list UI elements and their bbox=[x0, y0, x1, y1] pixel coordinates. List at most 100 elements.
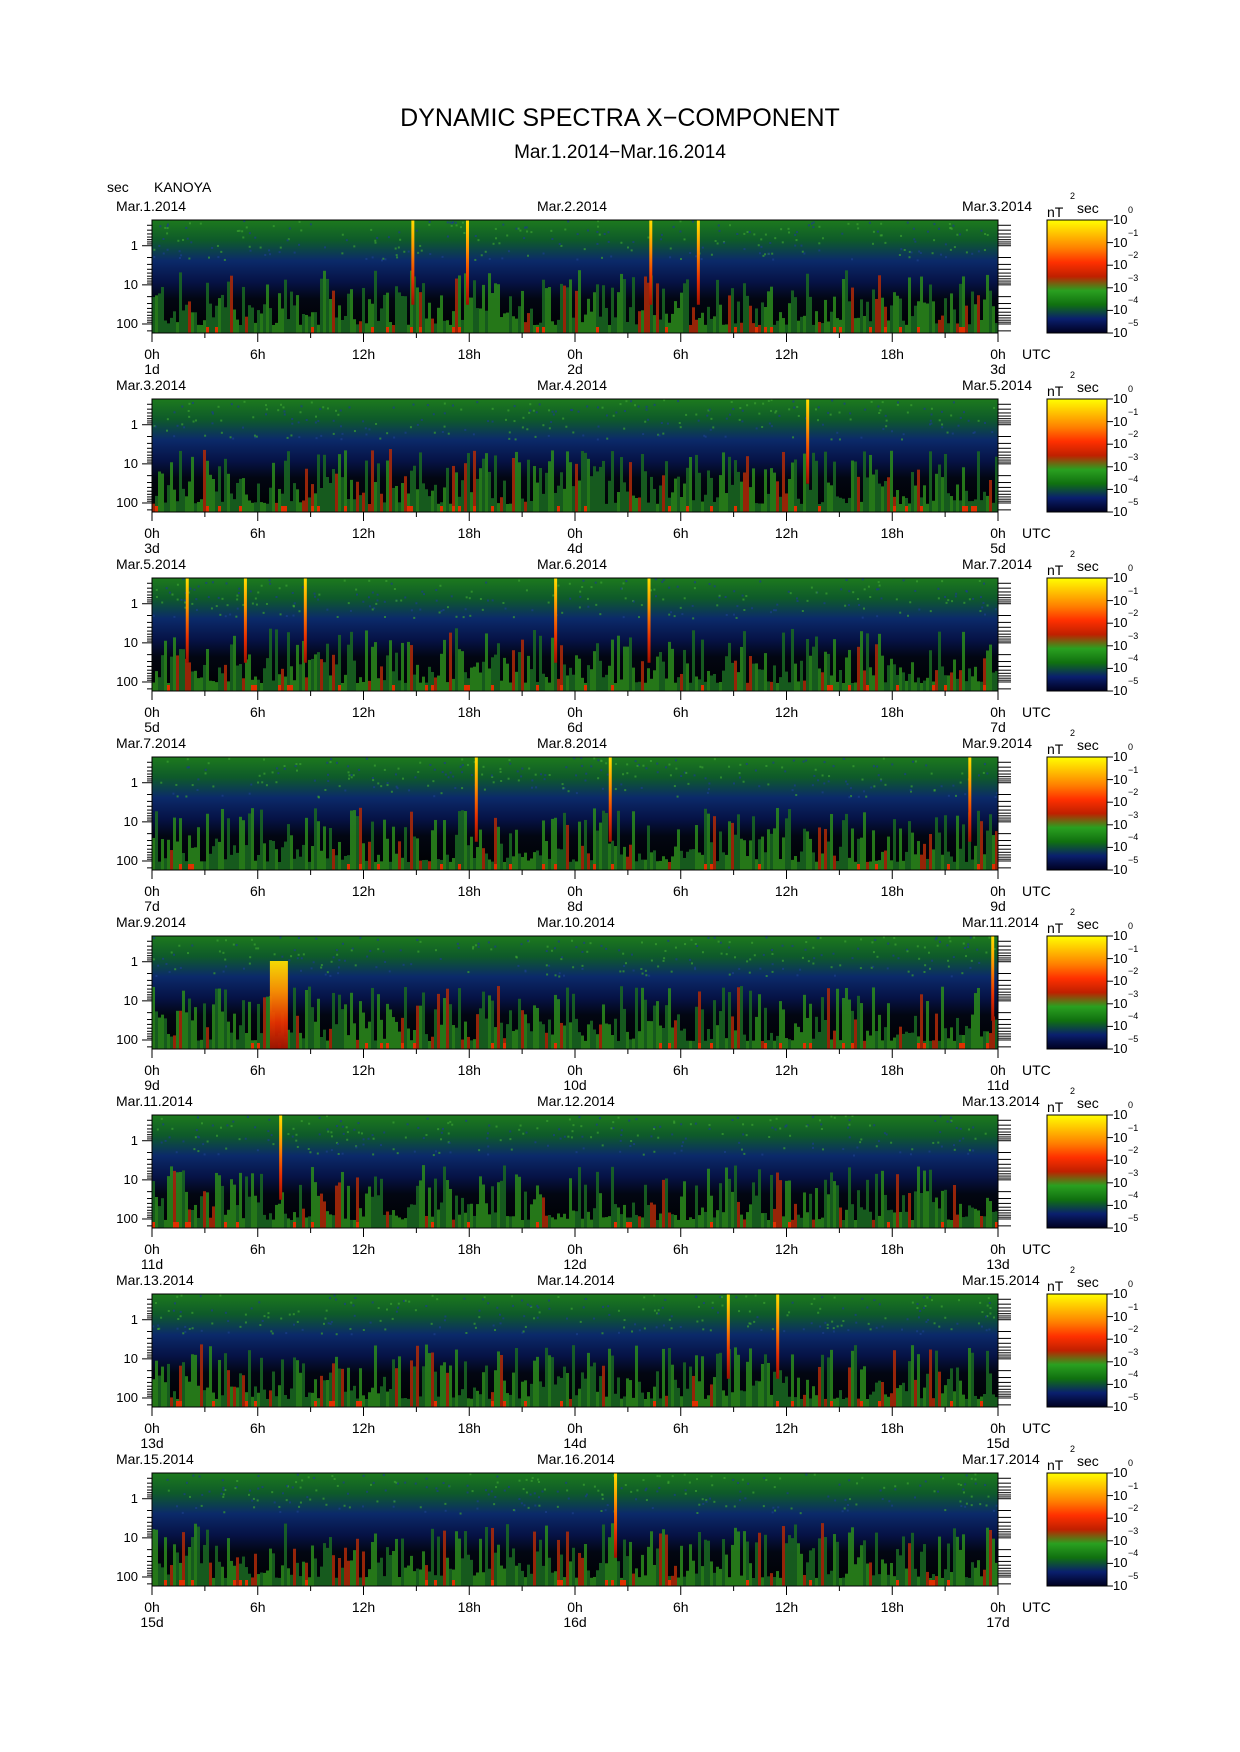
colorbar-tick-exp: −2 bbox=[1128, 1145, 1139, 1156]
colorbar-tick-exp: −2 bbox=[1128, 1503, 1139, 1514]
colorbar-tick-exp: −5 bbox=[1128, 318, 1139, 328]
panel-date-right: Mar.9.2014 bbox=[962, 735, 1033, 751]
colorbar-unit: nT bbox=[1047, 1099, 1064, 1115]
colorbar-tick-exp: −5 bbox=[1128, 1392, 1139, 1402]
colorbar-tick-exp: −1 bbox=[1128, 764, 1139, 775]
colorbar-tick-base: 10 bbox=[1113, 794, 1128, 810]
colorbar-tick-exp: 0 bbox=[1128, 742, 1134, 752]
colorbar-tick-base: 10 bbox=[1113, 839, 1128, 855]
day-label: 3d bbox=[990, 361, 1006, 377]
colorbar-tick-base: 10 bbox=[1113, 1532, 1128, 1548]
colorbar-tick-base: 10 bbox=[1113, 504, 1128, 519]
colorbar-tick-exp: 0 bbox=[1128, 205, 1134, 215]
colorbar-tick-exp: −3 bbox=[1128, 630, 1139, 641]
panel-date-right: Mar.7.2014 bbox=[962, 556, 1033, 572]
x-tick-label: 6h bbox=[672, 525, 689, 541]
colorbar-tick-base: 10 bbox=[1113, 1174, 1128, 1190]
x-axis-unit: UTC bbox=[1022, 525, 1051, 541]
x-tick-label: 6h bbox=[672, 1599, 689, 1615]
day-label: 11d bbox=[986, 1077, 1010, 1093]
x-tick-label: 0h bbox=[144, 1420, 160, 1436]
colorbar-tick-exp: −3 bbox=[1128, 809, 1139, 820]
colorbar-tick-exp: −3 bbox=[1128, 1167, 1139, 1178]
colorbar-unit: nT bbox=[1047, 204, 1064, 220]
colorbar-tick-base: 10 bbox=[1113, 325, 1128, 340]
colorbar-unit-sup: 2 bbox=[1070, 728, 1076, 738]
x-tick-label: 12h bbox=[774, 346, 799, 362]
colorbar-tick-exp: 0 bbox=[1128, 1279, 1134, 1289]
day-label: 11d bbox=[140, 1256, 164, 1272]
day-label: 5d bbox=[144, 719, 160, 735]
colorbar-tick-base: 10 bbox=[1113, 683, 1128, 698]
power-colorbar bbox=[1046, 935, 1113, 1050]
y-tick-label: 10 bbox=[123, 1171, 138, 1187]
panel-date-mid: Mar.8.2014 bbox=[537, 735, 608, 751]
x-tick-label: 18h bbox=[457, 883, 481, 899]
colorbar-tick-exp: −1 bbox=[1128, 1122, 1139, 1133]
x-tick-label: 18h bbox=[457, 704, 481, 720]
y-tick-label: 100 bbox=[116, 1031, 138, 1047]
x-tick-label: 12h bbox=[351, 346, 376, 362]
colorbar-tick-exp: 0 bbox=[1128, 563, 1134, 573]
x-axis-unit: UTC bbox=[1022, 1062, 1051, 1078]
colorbar-tick-exp: 0 bbox=[1128, 1100, 1134, 1110]
colorbar-unit-suffix: sec bbox=[1077, 916, 1099, 932]
x-tick-label: 12h bbox=[774, 704, 799, 720]
x-tick-label: 0h bbox=[567, 1420, 583, 1436]
colorbar-unit-sup: 2 bbox=[1070, 1265, 1076, 1275]
colorbar-unit: nT bbox=[1047, 383, 1064, 399]
colorbar-unit-sup: 2 bbox=[1070, 1086, 1076, 1096]
x-axis-unit: UTC bbox=[1022, 346, 1051, 362]
y-tick-label: 10 bbox=[123, 1350, 138, 1366]
x-tick-label: 18h bbox=[880, 1599, 904, 1615]
x-tick-label: 0h bbox=[144, 1599, 160, 1615]
day-label: 9d bbox=[144, 1077, 160, 1093]
x-tick-label: 18h bbox=[880, 1241, 904, 1257]
day-label: 13d bbox=[986, 1256, 1010, 1272]
spectrogram-panel bbox=[151, 1472, 999, 1587]
x-tick-label: 0h bbox=[990, 1062, 1006, 1078]
x-tick-label: 0h bbox=[990, 1420, 1006, 1436]
colorbar-unit-suffix: sec bbox=[1077, 558, 1099, 574]
colorbar-tick-base: 10 bbox=[1113, 1510, 1128, 1526]
day-label: 7d bbox=[990, 719, 1006, 735]
day-label: 9d bbox=[990, 898, 1006, 914]
x-tick-label: 12h bbox=[774, 1062, 799, 1078]
x-tick-label: 12h bbox=[774, 1420, 799, 1436]
colorbar-tick-exp: −5 bbox=[1128, 676, 1139, 686]
x-tick-label: 6h bbox=[249, 1062, 266, 1078]
y-tick-label: 10 bbox=[123, 634, 138, 650]
colorbar-tick-base: 10 bbox=[1113, 570, 1128, 585]
power-colorbar bbox=[1046, 219, 1113, 334]
y-tick-label: 1 bbox=[130, 953, 138, 969]
x-tick-label: 12h bbox=[351, 1241, 376, 1257]
colorbar-unit-suffix: sec bbox=[1077, 737, 1099, 753]
spike-mark bbox=[726, 1294, 730, 1379]
x-tick-label: 6h bbox=[672, 704, 689, 720]
colorbar-tick-base: 10 bbox=[1113, 1308, 1128, 1324]
colorbar-unit-suffix: sec bbox=[1077, 1095, 1099, 1111]
colorbar-tick-exp: −4 bbox=[1128, 1011, 1139, 1022]
colorbar-tick-base: 10 bbox=[1113, 1220, 1128, 1235]
day-label: 7d bbox=[144, 898, 160, 914]
colorbar-tick-base: 10 bbox=[1113, 862, 1128, 877]
x-tick-label: 0h bbox=[144, 346, 160, 362]
colorbar-tick-exp: 0 bbox=[1128, 1458, 1134, 1468]
colorbar-tick-exp: −5 bbox=[1128, 1213, 1139, 1223]
storm-burst bbox=[269, 961, 288, 1049]
x-tick-label: 12h bbox=[351, 1599, 376, 1615]
colorbar-tick-base: 10 bbox=[1113, 637, 1128, 653]
x-tick-label: 0h bbox=[567, 1062, 583, 1078]
colorbar-tick-exp: −4 bbox=[1128, 832, 1139, 843]
x-axis-unit: UTC bbox=[1022, 883, 1051, 899]
colorbar-unit-suffix: sec bbox=[1077, 1274, 1099, 1290]
panel-date-left: Mar.5.2014 bbox=[116, 556, 187, 572]
colorbar-tick-exp: −1 bbox=[1128, 227, 1139, 238]
x-tick-label: 0h bbox=[567, 1241, 583, 1257]
colorbar-tick-exp: −2 bbox=[1128, 1324, 1139, 1335]
x-tick-label: 6h bbox=[249, 1599, 266, 1615]
colorbar-tick-base: 10 bbox=[1113, 1399, 1128, 1414]
colorbar-tick-base: 10 bbox=[1113, 1018, 1128, 1034]
power-colorbar bbox=[1046, 577, 1113, 692]
x-tick-label: 18h bbox=[880, 883, 904, 899]
